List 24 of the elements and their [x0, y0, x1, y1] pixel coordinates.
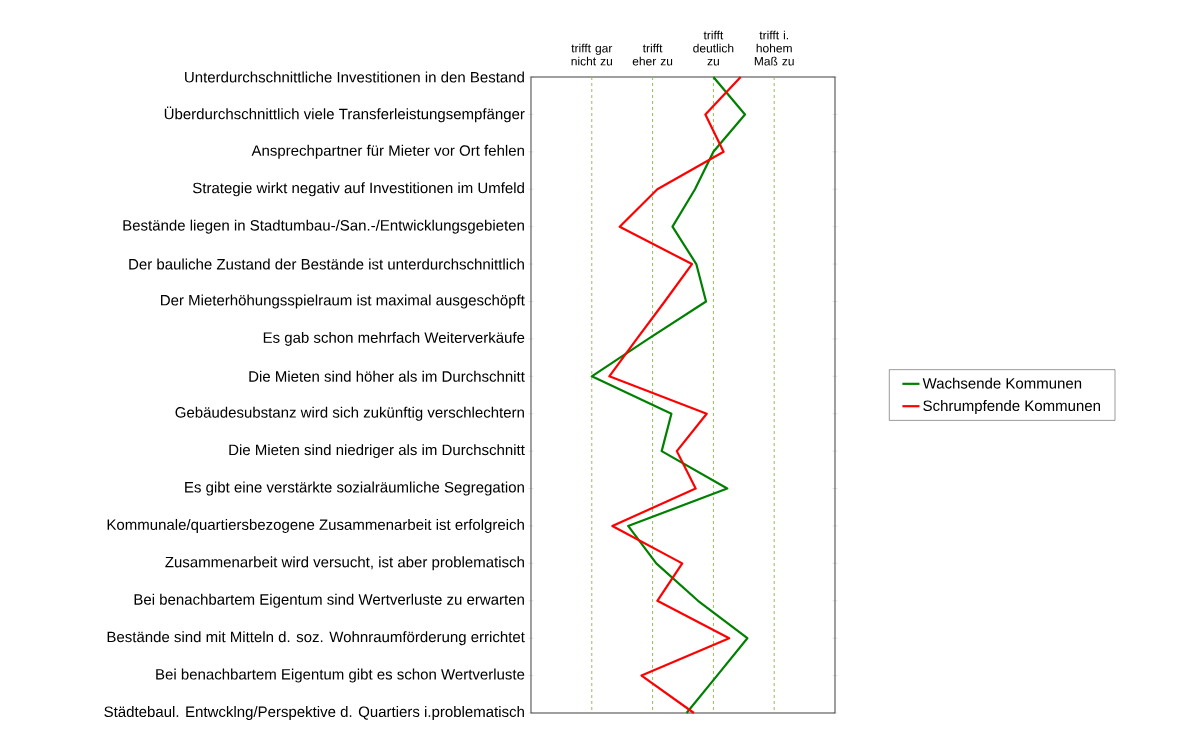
y-tick-label: Unterdurchschnittliche Investitionen in den Bestand [185, 71, 524, 83]
ref-line-label: trifft deutlich zu [693, 30, 734, 66]
y-tick-label: Kommunale/quartiersbezogene Zusammenarbeit ist erfolgreich [107, 518, 524, 533]
y-tick-label: Gebäudesubstanz wird sich zukünftig verschlechtern [175, 406, 524, 421]
y-tick-label: Die Mieten sind niedriger als im Durchschnitt [229, 444, 525, 459]
ref-line-label: trifft gar nicht zu [571, 43, 613, 66]
y-tick-label: Bestände sind mit Mitteln d. soz. Wohnraumförderung errichtet [107, 631, 525, 646]
legend-label: Schrumpfende Kommunen [923, 400, 1100, 414]
y-tick-label: Bei benachbartem Eigentum gibt es schon Wertverluste [156, 668, 525, 683]
y-tick-label: Strategie wirkt negativ auf Investitionen im Umfeld [192, 182, 524, 197]
ref-line-label: trifft i. hohem Maß zu [754, 30, 794, 66]
ref-line-label: trifft eher zu [632, 43, 673, 66]
y-tick-label: Es gibt eine verstärkte sozialräumliche Segregation [185, 481, 524, 496]
legend-label: Wachsende Kommunen [922, 377, 1082, 389]
y-tick-label: Überdurchschnittlich viele Transferleistungsempfänger [164, 106, 525, 123]
y-tick-label: Der bauliche Zustand der Bestände ist unterdurchschnittlich [129, 258, 524, 270]
y-tick-label: Bestände liegen in Stadtumbau-/San.-/Entwicklungsgebieten [123, 219, 524, 234]
y-tick-label: Die Mieten sind höher als im Durchschnitt [249, 370, 525, 382]
y-tick-label: Zusammenarbeit wird versucht, ist aber problematisch [165, 556, 524, 571]
y-tick-label: Es gab schon mehrfach Weiterverkäufe [263, 331, 525, 346]
y-tick-label: Bei benachbartem Eigentum sind Wertverluste zu erwarten [134, 593, 524, 608]
y-tick-label: Der Mieterhöhungsspielraum ist maximal ausgeschöpft [161, 294, 525, 309]
y-tick-label: Ansprechpartner für Mieter vor Ort fehlen [251, 144, 524, 159]
y-tick-label: Städtebaul. Entwcklng/Perspektive d. Quartiers i.problematisch [104, 706, 524, 720]
